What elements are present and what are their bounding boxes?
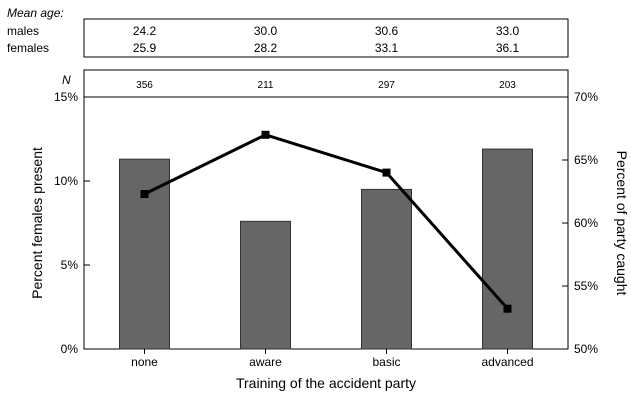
bar-series (119, 148, 533, 350)
right-axis-title: Percent of party caught (614, 151, 630, 296)
line-point-advanced (503, 304, 512, 313)
right-tick-label: 70% (574, 90, 598, 104)
mean-age-title: Mean age: (7, 6, 64, 20)
x-tick-label-aware: aware (249, 355, 282, 369)
left-axis-ticks: 0% 5% 10% 15% (54, 90, 90, 356)
left-tick-label: 0% (61, 342, 79, 356)
right-axis-ticks: 50% 55% 60% 65% 70% (562, 90, 598, 356)
mean-age-table: Mean age: males females 24.2 30.0 30.6 33.0… (7, 6, 569, 58)
line-point-aware (261, 130, 270, 139)
plot-area: 0% 5% 10% 15% 50% 55% 60% 65% 70% none aware basi… (54, 90, 598, 369)
x-tick-label-advanced: advanced (481, 355, 533, 369)
right-tick-label: 55% (574, 279, 598, 293)
n-box (83, 69, 569, 98)
right-tick-label: 50% (574, 342, 598, 356)
mean-age-males-basic: 30.6 (375, 24, 399, 38)
left-tick-label: 5% (61, 258, 79, 272)
bar-basic (361, 188, 412, 350)
line-path (143, 133, 509, 310)
line-series (140, 130, 512, 313)
mean-age-females-aware: 28.2 (254, 41, 278, 55)
right-tick-label: 65% (574, 153, 598, 167)
x-axis-title: Training of the accident party (236, 375, 416, 391)
left-axis-title: Percent females present (29, 147, 45, 299)
n-value-advanced: 203 (499, 80, 516, 91)
mean-age-males-advanced: 33.0 (496, 24, 520, 38)
n-values: 356 211 297 203 (136, 80, 516, 91)
line-point-basic (382, 168, 391, 177)
n-label: N (62, 73, 71, 87)
mean-age-males-aware: 30.0 (254, 24, 278, 38)
sample-size-row: N 356 211 297 203 (62, 69, 569, 98)
bar-none (119, 158, 170, 350)
mean-age-values: 24.2 30.0 30.6 33.0 25.9 28.2 33.1 36.1 (133, 24, 520, 55)
mean-age-females-advanced: 36.1 (496, 41, 520, 55)
bar-advanced (482, 148, 533, 350)
mean-age-box (83, 18, 569, 58)
n-value-basic: 297 (378, 80, 395, 91)
mean-age-females-none: 25.9 (133, 41, 157, 55)
left-tick-label: 15% (54, 90, 78, 104)
n-value-aware: 211 (258, 80, 274, 91)
bar-aware (240, 220, 291, 350)
line-point-none (140, 190, 149, 199)
x-tick-label-basic: basic (372, 355, 400, 369)
left-tick-label: 10% (54, 174, 78, 188)
right-tick-label: 60% (574, 216, 598, 230)
n-value-none: 356 (136, 80, 153, 91)
x-axis-ticks: none aware basic advanced (131, 349, 534, 369)
mean-age-males-none: 24.2 (133, 24, 157, 38)
males-label: males (7, 24, 39, 38)
mean-age-females-basic: 33.1 (375, 41, 399, 55)
females-label: females (7, 41, 49, 55)
x-tick-label-none: none (131, 355, 158, 369)
